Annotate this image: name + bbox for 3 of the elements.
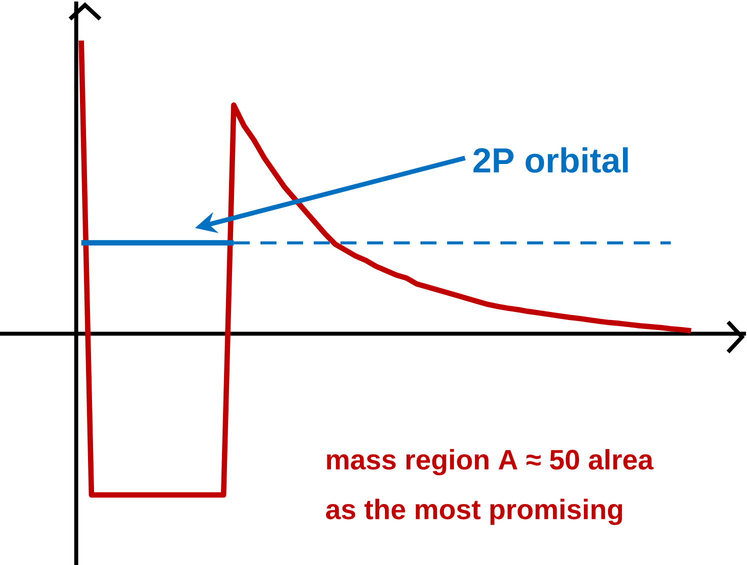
annotation: mass region A ≈ 50 alrea	[327, 449, 654, 476]
annotation: 2P orbital	[473, 147, 628, 173]
text: as the most promising	[326, 498, 622, 526]
